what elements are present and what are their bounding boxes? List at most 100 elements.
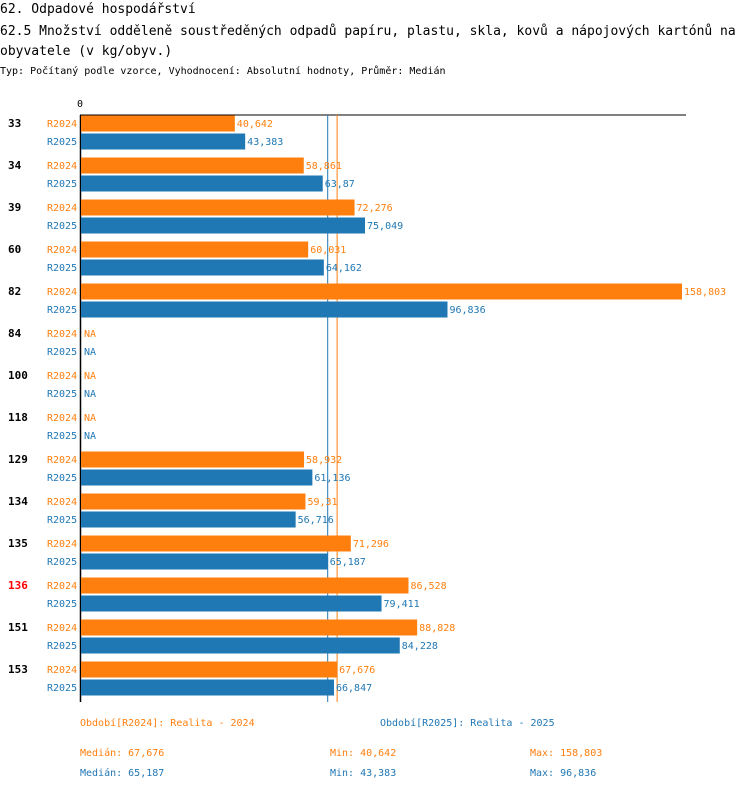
- bar: [81, 283, 682, 300]
- series-label: R2024: [47, 371, 77, 382]
- series-label: R2024: [47, 161, 77, 172]
- bar: [81, 679, 334, 696]
- bar: [81, 175, 323, 192]
- bar: [81, 217, 366, 234]
- bar: [81, 469, 313, 486]
- value-label: 61,136: [314, 473, 350, 484]
- series-label: R2025: [47, 389, 77, 400]
- series-label: R2024: [47, 623, 77, 634]
- min-r2025: Min: 43,383: [330, 768, 397, 779]
- series-label: R2024: [47, 245, 77, 256]
- bar: [81, 115, 235, 132]
- value-label: 58,861: [306, 161, 342, 172]
- bar: [81, 133, 246, 150]
- value-label: 84,228: [402, 641, 438, 652]
- bar: [81, 619, 418, 636]
- value-label: 64,162: [326, 263, 362, 274]
- value-label: NA: [84, 431, 96, 442]
- series-label: R2025: [47, 641, 77, 652]
- series-label: R2024: [47, 497, 77, 508]
- value-label: 96,836: [449, 305, 485, 316]
- bar: [81, 511, 296, 528]
- bar: [81, 493, 306, 510]
- value-label: 71,296: [353, 539, 389, 550]
- value-label: NA: [84, 413, 96, 424]
- series-label: R2025: [47, 305, 77, 316]
- series-label: R2025: [47, 683, 77, 694]
- series-label: R2024: [47, 329, 77, 340]
- chart-subtitle: Typ: Počítaný podle vzorce, Vyhodnocení:…: [0, 66, 446, 77]
- series-label: R2025: [47, 263, 77, 274]
- min-r2024: Min: 40,642: [330, 748, 397, 759]
- series-label: R2024: [47, 581, 77, 592]
- series-label: R2025: [47, 599, 77, 610]
- category-label: 34: [8, 159, 22, 172]
- legend-r2025: Období[R2025]: Realita - 2025: [380, 718, 555, 729]
- value-label: 86,528: [410, 581, 446, 592]
- series-label: R2025: [47, 347, 77, 358]
- bar: [81, 535, 351, 552]
- category-label: 136: [8, 579, 28, 592]
- category-label: 135: [8, 537, 28, 550]
- category-label: 82: [8, 285, 21, 298]
- category-label: 118: [8, 411, 28, 424]
- median-r2025: Medián: 65,187: [80, 768, 165, 779]
- bar: [81, 259, 324, 276]
- series-label: R2025: [47, 515, 77, 526]
- category-label: 33: [8, 117, 21, 130]
- value-label: 67,676: [339, 665, 375, 676]
- category-label: 151: [8, 621, 28, 634]
- series-label: R2024: [47, 287, 77, 298]
- max-r2024: Max: 158,803: [530, 748, 603, 759]
- bar: [81, 451, 305, 468]
- series-label: R2025: [47, 431, 77, 442]
- max-r2025: Max: 96,836: [530, 768, 597, 779]
- value-label: 66,847: [336, 683, 372, 694]
- category-label: 39: [8, 201, 21, 214]
- value-label: 56,716: [298, 515, 334, 526]
- category-label: 84: [8, 327, 22, 340]
- bar: [81, 157, 304, 174]
- section-title: 62. Odpadové hospodářství: [0, 2, 196, 17]
- series-label: R2024: [47, 665, 77, 676]
- value-label: 158,803: [684, 287, 726, 298]
- bar: [81, 553, 328, 570]
- value-label: NA: [84, 329, 96, 340]
- value-label: 79,411: [384, 599, 420, 610]
- bar: [81, 661, 338, 678]
- value-label: 60,031: [310, 245, 346, 256]
- value-label: NA: [84, 371, 96, 382]
- value-label: 65,187: [330, 557, 366, 568]
- category-label: 100: [8, 369, 28, 382]
- value-label: 43,383: [247, 137, 283, 148]
- bar: [81, 577, 409, 594]
- value-label: NA: [84, 347, 96, 358]
- value-label: 72,276: [357, 203, 393, 214]
- category-label: 134: [8, 495, 28, 508]
- legend-r2024: Období[R2024]: Realita - 2024: [80, 718, 255, 729]
- series-label: R2025: [47, 179, 77, 190]
- series-label: R2025: [47, 473, 77, 484]
- series-label: R2024: [47, 539, 77, 550]
- value-label: 75,049: [367, 221, 403, 232]
- bar: [81, 637, 400, 654]
- chart-title: 62.5 Množství odděleně soustředěných odp…: [0, 24, 736, 59]
- category-label: 153: [8, 663, 28, 676]
- value-label: 88,828: [419, 623, 455, 634]
- series-label: R2024: [47, 413, 77, 424]
- series-label: R2024: [47, 203, 77, 214]
- category-label: 60: [8, 243, 21, 256]
- category-label: 129: [8, 453, 28, 466]
- bar: [81, 301, 448, 318]
- median-r2024: Medián: 67,676: [80, 748, 165, 759]
- value-label: 63,87: [325, 179, 355, 190]
- bar: [81, 241, 309, 258]
- value-label: 40,642: [237, 119, 273, 130]
- bar: [81, 595, 382, 612]
- value-label: 59,31: [307, 497, 337, 508]
- series-label: R2025: [47, 137, 77, 148]
- series-label: R2025: [47, 557, 77, 568]
- value-label: 58,932: [306, 455, 342, 466]
- series-label: R2025: [47, 221, 77, 232]
